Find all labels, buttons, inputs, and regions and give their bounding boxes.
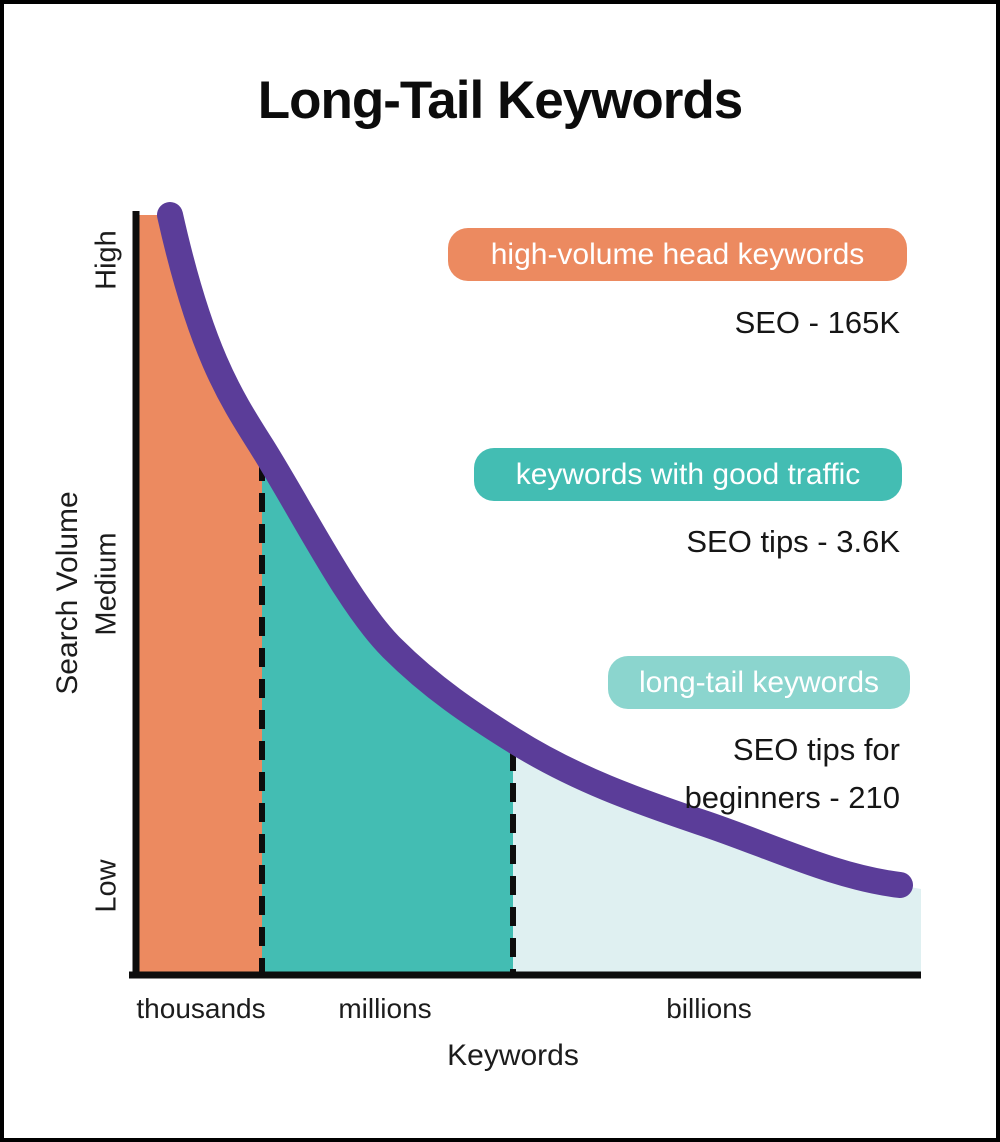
x-tick-thousands: thousands xyxy=(136,993,266,1024)
tail-example-line1: SEO tips for xyxy=(732,732,900,767)
head-example-text: SEO - 165K xyxy=(734,305,900,340)
mid-keywords-badge-label: keywords with good traffic xyxy=(515,457,861,491)
tail-example-text: SEO tips for beginners - 210 xyxy=(685,726,900,822)
tail-example-line2: beginners - 210 xyxy=(684,780,900,815)
y-axis-title: Search Volume xyxy=(51,491,84,695)
x-axis-title: Keywords xyxy=(447,1039,579,1072)
head-keywords-badge: high-volume head keywords xyxy=(448,228,907,281)
tail-keywords-badge-label: long-tail keywords xyxy=(638,665,880,699)
y-tick-medium: Medium xyxy=(90,532,123,636)
y-tick-low: Low xyxy=(90,859,123,913)
tail-keywords-badge: long-tail keywords xyxy=(608,656,910,709)
page-title: Long-Tail Keywords xyxy=(257,71,744,130)
head-keywords-badge-label: high-volume head keywords xyxy=(490,237,865,271)
mid-keywords-badge: keywords with good traffic xyxy=(474,448,902,501)
mid-region-area xyxy=(262,447,513,975)
x-tick-billions: billions xyxy=(666,993,752,1024)
demand-curve xyxy=(157,202,913,898)
x-tick-millions: millions xyxy=(338,993,432,1024)
y-tick-high: High xyxy=(90,230,123,290)
mid-example-text: SEO tips - 3.6K xyxy=(686,524,900,559)
